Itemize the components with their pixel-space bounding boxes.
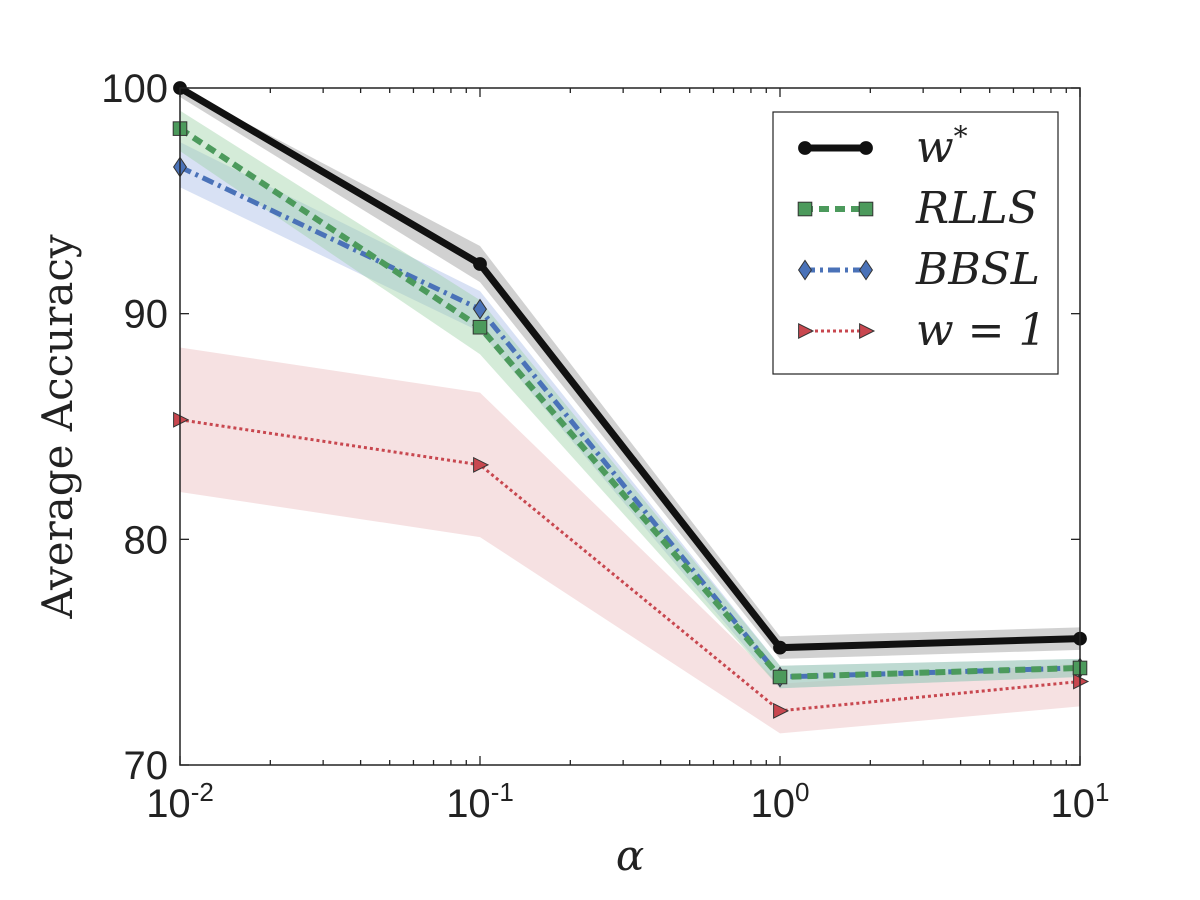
x-tick-label: 101 (1051, 777, 1110, 826)
legend-marker-3 (798, 322, 815, 340)
legend-items: w* RLLS BBSL w = 1 (797, 120, 1047, 356)
legend: w* RLLS BBSL w = 1 (772, 111, 1059, 375)
legend-marker-0 (859, 141, 873, 155)
data-point-2-1 (472, 298, 488, 320)
legend-label-0: w* (916, 120, 968, 173)
legend-marker-2 (858, 259, 874, 281)
plot-frame (179, 87, 1081, 766)
data-point-3-3 (1073, 673, 1090, 690)
legend-marker-3 (859, 322, 876, 340)
series-line-2 (178, 164, 1081, 680)
band-3 (180, 347, 1080, 734)
x-axis-title: α (616, 831, 644, 880)
series-line-0 (178, 84, 1081, 652)
series-line-3 (179, 418, 1081, 713)
legend-label-1: RLLS (915, 183, 1038, 234)
confidence-bands (180, 88, 1080, 734)
legend-marker-2 (797, 259, 813, 281)
band-1 (180, 110, 1080, 689)
band-0 (180, 88, 1080, 659)
y-tick-labels: 70 80 90 100 (101, 67, 168, 788)
data-point-1-1 (472, 319, 488, 335)
data-point-3-2 (773, 702, 790, 719)
y-tick-label: 100 (101, 67, 168, 111)
data-point-1-2 (772, 669, 788, 685)
x-tick-label: 10-1 (446, 777, 514, 826)
band-2 (180, 142, 1080, 689)
legend-box (772, 111, 1059, 375)
data-point-3-1 (473, 456, 490, 473)
data-point-0-1 (473, 257, 487, 271)
x-tick-label: 10-2 (146, 777, 214, 826)
y-tick-label: 70 (124, 744, 169, 788)
y-axis-title: Average Accuracy (33, 234, 82, 619)
data-point-3-0 (173, 411, 190, 428)
x-tick-labels: 10-2 10-1 100 101 (146, 777, 1109, 826)
legend-label-3: w = 1 (916, 305, 1047, 356)
series-line-1 (178, 126, 1081, 681)
legend-marker-0 (798, 141, 812, 155)
legend-label-2: BBSL (915, 244, 1040, 295)
legend-marker-1 (858, 201, 874, 217)
y-tick-label: 80 (124, 518, 169, 562)
axis-ticks (179, 87, 1081, 766)
legend-marker-1 (797, 201, 813, 217)
data-point-0-2 (773, 640, 787, 655)
x-tick-label: 100 (751, 777, 810, 826)
y-tick-label: 90 (124, 293, 169, 337)
series-lines (178, 84, 1081, 713)
